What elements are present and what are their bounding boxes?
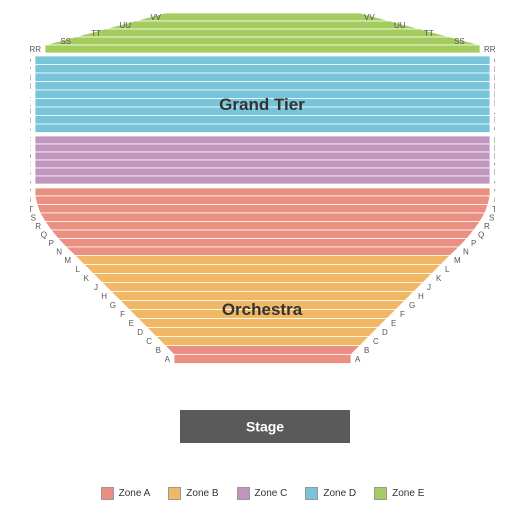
legend-swatch — [305, 487, 318, 500]
row-label-left: F — [120, 310, 125, 319]
row-label-right: H — [418, 292, 424, 301]
row-label-right: GG — [494, 124, 495, 133]
row-label-left: G — [110, 301, 116, 310]
legend-item: Zone C — [237, 487, 288, 500]
legend-label: Zone B — [186, 488, 218, 499]
seat-row[interactable] — [138, 319, 387, 328]
legend-label: Zone E — [392, 488, 424, 499]
row-label-right: G — [409, 301, 415, 310]
row-label-left: H — [101, 292, 107, 301]
row-label-left: AA — [30, 176, 32, 185]
seat-row[interactable] — [35, 136, 490, 144]
seat-row[interactable] — [35, 188, 490, 196]
stage-label: Stage — [246, 419, 284, 435]
seat-row[interactable] — [35, 82, 490, 91]
row-label-right: RR — [484, 45, 495, 54]
seat-row[interactable] — [35, 65, 490, 74]
legend-swatch — [237, 487, 250, 500]
row-label-left: J — [94, 283, 98, 292]
seat-row[interactable] — [35, 168, 490, 176]
seat-row[interactable] — [102, 283, 423, 292]
seat-row[interactable] — [66, 247, 459, 256]
seat-row[interactable] — [93, 274, 432, 283]
seat-row[interactable] — [156, 337, 369, 346]
row-label-left: B — [156, 346, 161, 355]
seat-row[interactable] — [35, 116, 490, 125]
seating-chart: VVVVUUUUTTTTSSSSRRRRQQQQPPPPNNNNMMMMLLLL… — [30, 10, 495, 443]
row-label-right: E — [391, 319, 396, 328]
legend-item: Zone A — [101, 487, 151, 500]
seat-row[interactable] — [45, 222, 480, 231]
row-label-right: Q — [478, 230, 484, 239]
row-label-right: N — [463, 247, 469, 256]
row-label-right: C — [373, 337, 379, 346]
seat-row[interactable] — [105, 21, 420, 29]
legend-swatch — [374, 487, 387, 500]
row-label-left: E — [129, 319, 134, 328]
row-label-left: A — [165, 355, 171, 364]
legend-label: Zone D — [323, 488, 356, 499]
seat-row[interactable] — [35, 124, 490, 133]
row-label-right: L — [445, 265, 450, 274]
row-label-left: D — [137, 328, 143, 337]
seat-row[interactable] — [37, 205, 488, 214]
legend-label: Zone A — [119, 488, 151, 499]
seat-row[interactable] — [75, 29, 450, 37]
row-label-left: GG — [30, 124, 31, 133]
seating-chart-svg: VVVVUUUUTTTTSSSSRRRRQQQQPPPPNNNNMMMMLLLL… — [30, 10, 495, 443]
row-label-left: N — [56, 247, 62, 256]
section-label: Grand Tier — [219, 95, 305, 114]
legend-label: Zone C — [255, 488, 288, 499]
row-label-left: C — [146, 337, 152, 346]
legend: Zone A Zone B Zone C Zone D Zone E — [0, 487, 525, 500]
seat-row[interactable] — [35, 176, 490, 184]
row-label-right: K — [436, 274, 442, 283]
seat-row[interactable] — [51, 230, 474, 239]
seat-row[interactable] — [75, 256, 450, 265]
legend-item: Zone D — [305, 487, 356, 500]
seat-row[interactable] — [35, 152, 490, 160]
seat-row[interactable] — [35, 144, 490, 152]
seat-row[interactable] — [40, 213, 485, 222]
legend-item: Zone B — [168, 487, 218, 500]
seat-row[interactable] — [45, 37, 480, 45]
row-label-right: AA — [494, 176, 495, 185]
row-label-left: RR — [30, 45, 41, 54]
legend-swatch — [101, 487, 114, 500]
seat-row[interactable] — [84, 265, 441, 274]
row-label-right: M — [454, 256, 461, 265]
row-label-right: F — [400, 310, 405, 319]
seat-row[interactable] — [58, 239, 467, 248]
seat-row[interactable] — [35, 73, 490, 82]
seat-row[interactable] — [35, 56, 490, 65]
row-label-right: P — [471, 239, 476, 248]
row-label-left: M — [64, 256, 71, 265]
row-label-right: S — [489, 213, 494, 222]
seat-row[interactable] — [147, 328, 378, 337]
row-label-right: D — [382, 328, 388, 337]
row-label-right: B — [364, 346, 369, 355]
seat-row[interactable] — [174, 355, 351, 364]
seat-row[interactable] — [35, 196, 490, 205]
row-label-left: Q — [41, 230, 47, 239]
legend-swatch — [168, 487, 181, 500]
row-label-left: P — [49, 239, 54, 248]
row-label-right: J — [427, 283, 431, 292]
row-label-right: R — [484, 222, 490, 231]
seat-row[interactable] — [165, 346, 360, 355]
legend-item: Zone E — [374, 487, 424, 500]
row-label-right: A — [355, 355, 361, 364]
seat-row[interactable] — [135, 13, 390, 21]
seat-row[interactable] — [35, 160, 490, 168]
row-label-left: K — [84, 274, 90, 283]
seat-row[interactable] — [45, 45, 480, 53]
row-label-left: L — [76, 265, 81, 274]
section-label: Orchestra — [222, 300, 303, 319]
